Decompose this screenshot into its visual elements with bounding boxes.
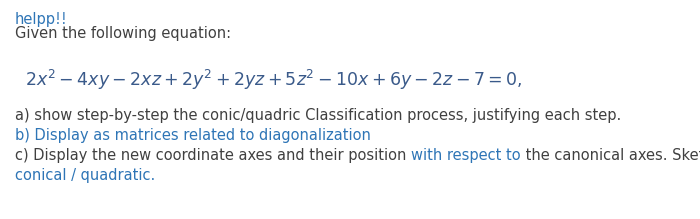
Text: with respect to: with respect to bbox=[411, 148, 521, 163]
Text: helpp!!: helpp!! bbox=[15, 12, 68, 27]
Text: c) Display the new coordinate axes and their position: c) Display the new coordinate axes and t… bbox=[15, 148, 411, 163]
Text: a) show step-by-step the conic/quadric Classification process, justifying each s: a) show step-by-step the conic/quadric C… bbox=[15, 108, 622, 123]
Text: the canonical axes. Sketch the: the canonical axes. Sketch the bbox=[521, 148, 700, 163]
Text: $2x^2 - 4xy - 2xz + 2y^2 + 2yz + 5z^2 - 10x + 6y - 2z - 7 = 0,$: $2x^2 - 4xy - 2xz + 2y^2 + 2yz + 5z^2 - … bbox=[25, 68, 523, 92]
Text: b) Display as matrices related to diagonalization: b) Display as matrices related to diagon… bbox=[15, 128, 371, 143]
Text: Given the following equation:: Given the following equation: bbox=[15, 26, 231, 41]
Text: conical / quadratic.: conical / quadratic. bbox=[15, 168, 155, 183]
